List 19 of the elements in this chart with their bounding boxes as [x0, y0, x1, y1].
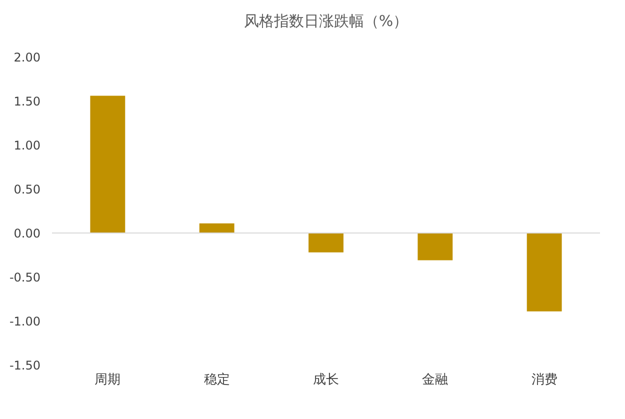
y-tick-label: 1.50 — [14, 94, 40, 108]
x-tick-label: 周期 — [94, 372, 121, 388]
y-tick-label: 0.50 — [14, 182, 40, 196]
bar — [526, 233, 562, 312]
x-tick-label: 消费 — [531, 372, 558, 388]
x-tick-label: 金融 — [422, 372, 448, 388]
y-tick-label: 1.00 — [14, 138, 40, 152]
bar — [199, 223, 234, 233]
bar — [418, 233, 453, 260]
y-tick-label: 2.00 — [14, 50, 40, 64]
y-tick-label: -0.50 — [9, 270, 40, 284]
bar — [90, 96, 126, 233]
chart-title: 风格指数日涨跌幅（%） — [244, 12, 408, 30]
bar — [308, 233, 344, 252]
x-tick-label: 稳定 — [204, 372, 230, 388]
y-tick-label: -1.00 — [9, 314, 40, 328]
y-tick-label: -1.50 — [9, 358, 40, 372]
x-tick-label: 成长 — [313, 372, 339, 388]
y-tick-label: 0.00 — [14, 226, 40, 240]
